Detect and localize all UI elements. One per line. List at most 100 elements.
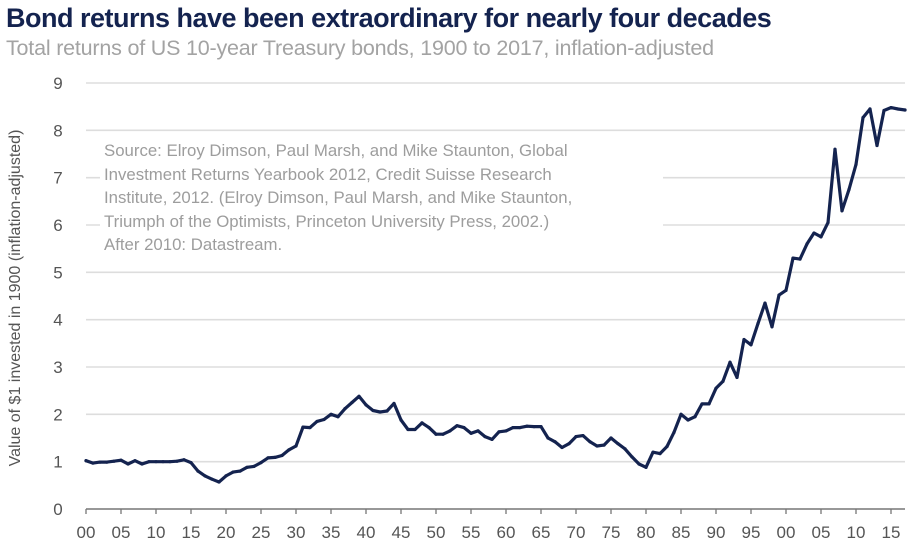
data-point <box>392 401 396 406</box>
data-point <box>903 108 907 112</box>
data-point <box>700 402 704 406</box>
data-point <box>161 460 165 464</box>
data-point <box>546 436 550 440</box>
data-point <box>280 453 284 458</box>
x-tick-label: 85 <box>672 523 691 542</box>
data-point <box>735 375 739 380</box>
data-point <box>854 162 858 167</box>
data-point <box>98 460 102 464</box>
data-point <box>574 434 578 439</box>
data-point <box>707 402 711 406</box>
y-tick-label: 7 <box>53 169 62 188</box>
data-point <box>567 442 571 446</box>
x-tick-label: 55 <box>462 523 481 542</box>
data-point <box>182 458 186 462</box>
data-point <box>378 410 382 414</box>
y-tick-label: 4 <box>53 311 62 330</box>
data-point <box>777 293 781 297</box>
data-point <box>595 444 599 448</box>
data-point <box>210 477 214 481</box>
data-point <box>406 427 410 432</box>
data-point <box>763 301 767 305</box>
data-point <box>217 480 221 484</box>
data-point <box>259 461 263 465</box>
x-tick-label: 20 <box>217 523 236 542</box>
x-tick-label: 95 <box>742 523 761 542</box>
data-point <box>728 360 732 364</box>
x-axis: 00 05 10 15 20 25 30 35 40 45 50 55 60 65 70 75 80 85 90 95… <box>77 508 905 542</box>
data-point <box>273 455 277 460</box>
data-point <box>525 424 529 428</box>
y-tick-label: 0 <box>53 500 62 519</box>
data-point <box>469 431 473 435</box>
data-point <box>441 432 445 436</box>
data-point <box>756 321 760 326</box>
data-point <box>504 429 508 433</box>
x-tick-label: 00 <box>777 523 796 542</box>
data-point <box>497 430 501 434</box>
y-tick-label: 1 <box>53 453 62 472</box>
data-point <box>609 436 613 440</box>
series-line <box>84 105 907 484</box>
data-point <box>532 425 536 429</box>
data-point <box>455 424 459 428</box>
data-point <box>84 459 88 463</box>
data-point <box>819 235 823 239</box>
x-tick-label: 65 <box>532 523 551 542</box>
data-point <box>112 459 116 463</box>
data-point <box>322 417 326 422</box>
x-tick-label: 15 <box>182 523 201 542</box>
data-point <box>140 462 144 466</box>
data-point <box>189 461 193 465</box>
series-group <box>84 105 907 484</box>
data-point <box>812 231 816 235</box>
data-point <box>749 343 753 347</box>
data-point <box>336 415 340 419</box>
x-tick-label: 05 <box>112 523 131 542</box>
data-point <box>91 461 95 465</box>
y-tick-label: 6 <box>53 216 62 235</box>
x-tick-label: 10 <box>847 523 866 542</box>
data-point <box>154 460 158 464</box>
data-point <box>462 425 466 430</box>
data-point <box>518 425 522 430</box>
data-point <box>882 108 886 113</box>
data-point <box>889 106 893 110</box>
data-point <box>847 187 851 192</box>
data-point <box>315 419 319 424</box>
y-tick-label: 3 <box>53 358 62 377</box>
data-point <box>224 474 228 478</box>
x-tick-label: 15 <box>882 523 901 542</box>
data-point <box>861 115 865 120</box>
y-tick-label: 8 <box>53 121 62 140</box>
x-tick-label: 00 <box>77 523 96 542</box>
x-tick-label: 30 <box>287 523 306 542</box>
data-point <box>616 442 620 446</box>
data-point <box>875 143 879 148</box>
data-point <box>630 455 634 459</box>
data-point <box>840 209 844 213</box>
data-point <box>350 400 354 405</box>
data-point <box>805 242 809 246</box>
data-point <box>343 407 347 411</box>
data-point <box>364 403 368 407</box>
data-point <box>553 440 557 444</box>
x-tick-label: 90 <box>707 523 726 542</box>
data-point <box>770 325 774 329</box>
data-point <box>791 256 795 260</box>
data-point <box>427 425 431 430</box>
data-point <box>196 469 200 473</box>
data-point <box>560 445 564 450</box>
data-point <box>742 337 746 342</box>
data-point <box>203 474 207 478</box>
data-point <box>252 464 256 468</box>
data-point <box>294 444 298 448</box>
data-point <box>896 107 900 111</box>
data-point <box>637 462 641 466</box>
data-point <box>147 460 151 464</box>
data-point <box>287 448 291 452</box>
x-tick-label: 25 <box>252 523 271 542</box>
data-point <box>476 429 480 433</box>
data-point <box>490 437 494 442</box>
